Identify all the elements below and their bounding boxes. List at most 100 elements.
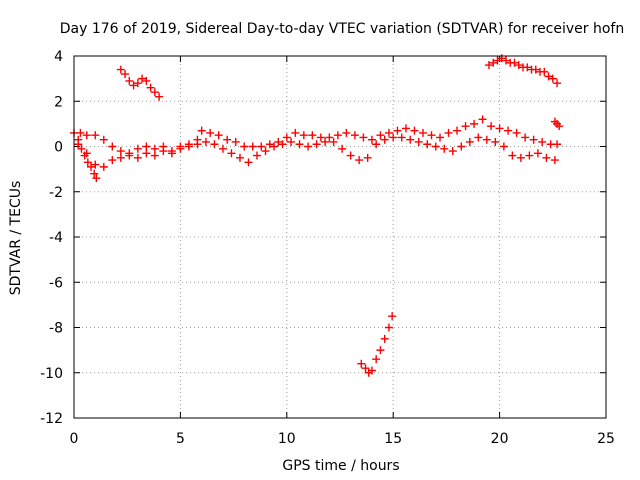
y-tick-label: -10 xyxy=(40,366,63,382)
data-point xyxy=(495,124,504,133)
data-point xyxy=(82,131,91,140)
data-point xyxy=(553,140,562,149)
data-point xyxy=(108,142,117,151)
data-point xyxy=(380,334,389,343)
data-point xyxy=(453,126,462,135)
y-tick-label: -6 xyxy=(49,275,63,291)
y-tick-label: 4 xyxy=(54,49,63,65)
data-point xyxy=(540,67,549,76)
data-point xyxy=(218,144,227,153)
data-point xyxy=(299,131,308,140)
data-point xyxy=(291,128,300,137)
y-tick-label: -2 xyxy=(49,185,63,201)
data-point xyxy=(91,131,100,140)
data-point xyxy=(304,142,313,151)
x-tick-label: 15 xyxy=(384,431,402,447)
data-point xyxy=(116,147,125,156)
data-point xyxy=(444,128,453,137)
data-point xyxy=(270,142,279,151)
data-point xyxy=(529,135,538,144)
data-point xyxy=(99,135,108,144)
series-segment-near-14h xyxy=(357,312,397,377)
x-axis-label: GPS time / hours xyxy=(282,458,399,474)
data-point xyxy=(295,140,304,149)
data-point xyxy=(176,144,185,153)
data-point xyxy=(489,58,498,67)
data-point xyxy=(501,56,510,65)
data-point xyxy=(77,144,86,153)
data-points xyxy=(70,54,564,377)
data-point xyxy=(363,153,372,162)
data-point xyxy=(129,81,138,90)
data-point xyxy=(99,162,108,171)
data-point xyxy=(227,149,236,158)
data-point xyxy=(508,151,517,160)
y-tick-label: -8 xyxy=(49,321,63,337)
data-point xyxy=(316,133,325,142)
data-point xyxy=(401,124,410,133)
data-point xyxy=(367,366,376,375)
data-point xyxy=(470,119,479,128)
data-point xyxy=(372,355,381,364)
data-point xyxy=(265,140,274,149)
data-point xyxy=(87,162,96,171)
data-point xyxy=(538,137,547,146)
data-point xyxy=(478,115,487,124)
data-point xyxy=(355,156,364,165)
data-point xyxy=(287,137,296,146)
data-point xyxy=(333,131,342,140)
data-point xyxy=(253,151,262,160)
data-point xyxy=(308,131,317,140)
series-main-band-upper xyxy=(70,115,562,158)
data-point xyxy=(125,151,134,160)
plot-frame xyxy=(73,55,607,419)
data-point xyxy=(80,151,89,160)
data-point xyxy=(92,174,101,183)
data-point xyxy=(384,128,393,137)
data-point xyxy=(350,131,359,140)
data-point xyxy=(357,359,366,368)
data-point xyxy=(133,153,142,162)
data-point xyxy=(516,153,525,162)
data-point xyxy=(440,144,449,153)
data-point xyxy=(482,135,491,144)
data-point xyxy=(550,156,559,165)
y-tick-label: 0 xyxy=(54,140,63,156)
y-tick-label: -12 xyxy=(40,411,63,427)
data-point xyxy=(389,133,398,142)
data-point xyxy=(380,135,389,144)
data-point xyxy=(282,133,291,142)
data-point xyxy=(214,131,223,140)
data-point xyxy=(210,140,219,149)
data-point xyxy=(244,158,253,167)
data-point xyxy=(448,147,457,156)
data-point xyxy=(76,128,85,137)
data-point xyxy=(150,144,159,153)
data-point xyxy=(555,122,564,131)
x-tick-label: 25 xyxy=(597,431,615,447)
x-tick-label: 5 xyxy=(176,431,185,447)
data-point xyxy=(487,122,496,131)
data-point xyxy=(146,83,155,92)
data-point xyxy=(372,140,381,149)
data-point xyxy=(510,58,519,67)
data-point xyxy=(461,122,470,131)
data-point xyxy=(125,76,134,85)
data-point xyxy=(116,65,125,74)
data-point xyxy=(325,133,334,142)
data-point xyxy=(376,131,385,140)
data-point xyxy=(91,160,100,169)
data-point xyxy=(427,131,436,140)
data-point xyxy=(397,133,406,142)
data-point xyxy=(235,153,244,162)
y-tick-label: -4 xyxy=(49,230,63,246)
data-point xyxy=(150,88,159,97)
data-point xyxy=(223,135,232,144)
data-point xyxy=(167,149,176,158)
y-axis-label: SDTVAR / TECUs xyxy=(8,181,24,296)
data-point xyxy=(533,149,542,158)
data-point xyxy=(504,126,513,135)
data-point xyxy=(193,140,202,149)
data-point xyxy=(367,135,376,144)
data-point xyxy=(548,74,557,83)
